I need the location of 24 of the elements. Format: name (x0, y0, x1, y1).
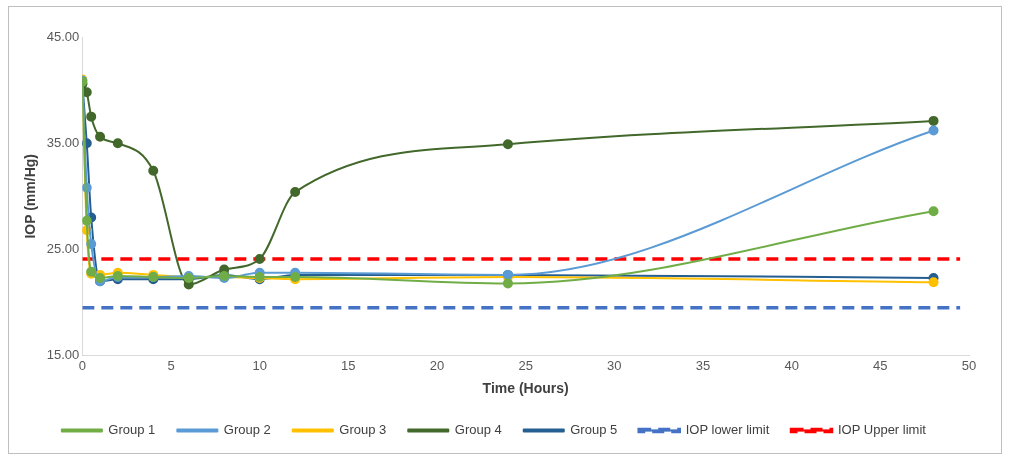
x-tick-label: 5 (167, 357, 175, 373)
y-tick-label: 45.00 (46, 28, 80, 44)
x-tick-label: 40 (784, 357, 799, 373)
x-tick-label: 45 (873, 357, 888, 373)
x-tick-label: 15 (341, 357, 356, 373)
x-tick-label: 35 (695, 357, 711, 373)
legend-label: Group 4 (454, 422, 502, 438)
legend-label: IOP lower limit (685, 422, 770, 438)
y-axis-title: IOP (mm/Hg) (22, 154, 39, 239)
y-tick-label: 25.00 (46, 240, 80, 256)
legend-label: Group 5 (570, 422, 618, 438)
x-axis-title: Time (Hours) (482, 380, 569, 397)
y-tick-label: 15.00 (46, 347, 80, 363)
legend-label: Group 3 (339, 422, 387, 438)
legend-label: IOP Upper limit (838, 422, 927, 438)
x-tick-label: 0 (78, 357, 86, 373)
legend-label: Group 2 (223, 422, 271, 438)
x-tick-label: 25 (518, 357, 533, 373)
x-tick-label: 20 (429, 357, 445, 373)
y-tick-label: 35.00 (46, 134, 80, 150)
x-tick-label: 30 (607, 357, 622, 373)
x-tick-label: 10 (252, 357, 267, 373)
x-tick-label: 50 (961, 357, 977, 373)
legend-label: Group 1 (108, 422, 156, 438)
